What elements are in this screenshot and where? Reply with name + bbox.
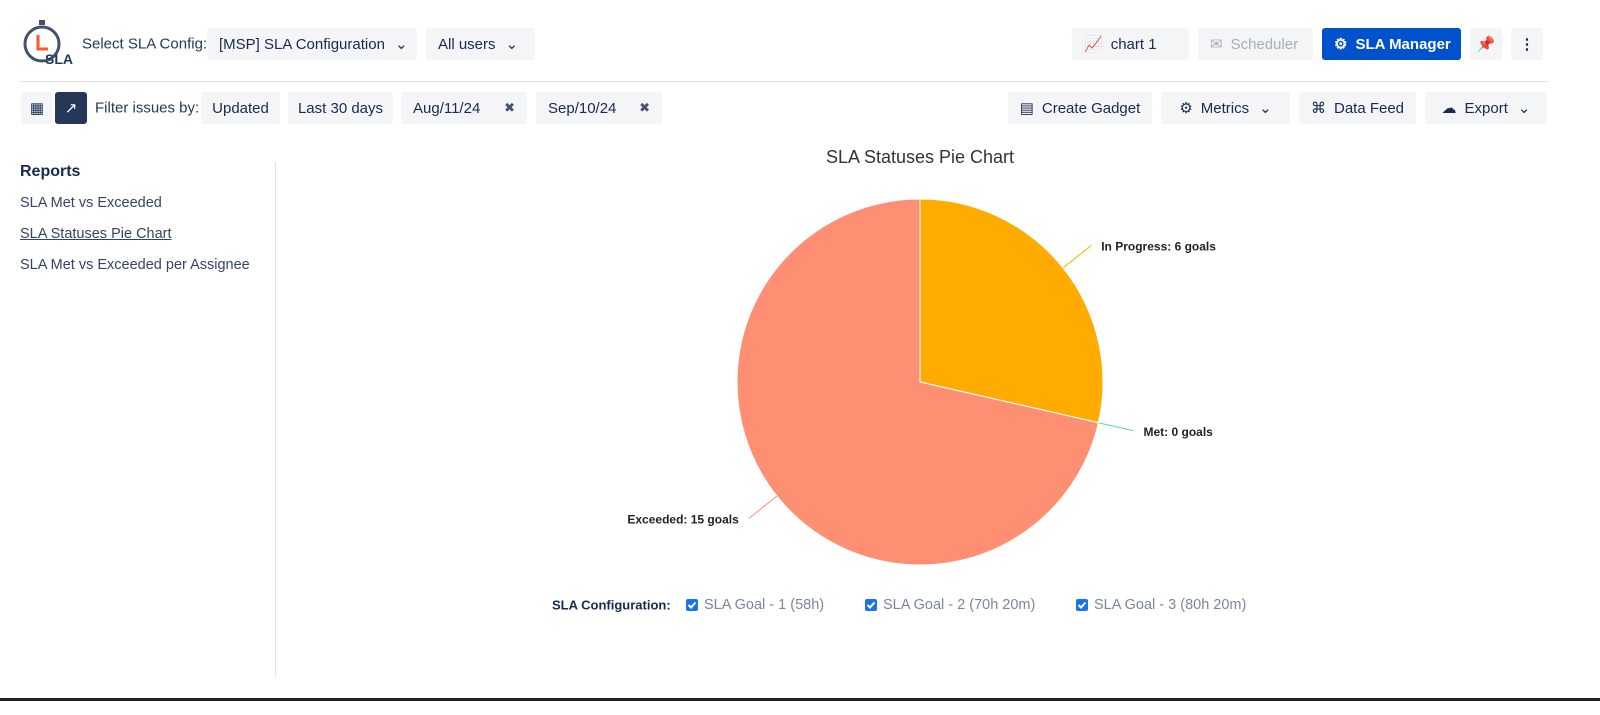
slice-label: Met: 0 goals <box>1144 425 1214 439</box>
users-dropdown[interactable]: All users ⌄ <box>426 28 535 60</box>
action-text: Create Gadget <box>1041 99 1141 117</box>
table-view-button[interactable]: ▦ <box>21 92 53 124</box>
action-icon: ⌘ <box>1310 100 1326 117</box>
chart-view-button[interactable]: ↗ <box>55 92 87 124</box>
filter-button[interactable]: Updated <box>201 92 280 124</box>
sidebar-item[interactable]: SLA Met vs Exceeded <box>20 195 162 211</box>
clear-icon[interactable]: ✖ <box>504 100 515 115</box>
filter-button[interactable]: Sep/10/24 ✖ <box>536 92 662 124</box>
chevron: ⌄ <box>1259 100 1272 117</box>
slice-label: In Progress: 6 goals <box>1101 240 1216 254</box>
chart-title: SLA Statuses Pie Chart <box>826 147 1014 167</box>
legend-checkbox[interactable] <box>865 599 877 611</box>
slice-label: Exceeded: 15 goals <box>627 513 739 527</box>
chevron: ⌄ <box>1517 100 1531 117</box>
leader-line <box>1062 245 1092 269</box>
chart-button-text: chart 1 <box>1110 35 1157 53</box>
filter-text: Sep/10/24 <box>548 99 617 117</box>
scheduler-button[interactable]: ✉ Scheduler <box>1198 28 1313 60</box>
filter-text: Aug/11/24 <box>413 99 481 117</box>
config-dropdown[interactable]: [MSP] SLA Configuration ⌄ <box>207 28 417 60</box>
filter-button[interactable]: Last 30 days <box>288 92 393 124</box>
filter-text: Last 30 days <box>297 99 384 117</box>
sidebar-title: Reports <box>20 163 81 180</box>
sidebar-item[interactable]: SLA Met vs Exceeded per Assignee <box>20 257 250 273</box>
sla-manager-button[interactable]: ⚙ SLA Manager <box>1322 28 1461 60</box>
more-button[interactable]: ⋮ <box>1511 28 1543 60</box>
action-button[interactable]: ⌘ Data Feed <box>1299 92 1416 124</box>
legend-item[interactable]: SLA Goal - 3 (80h 20m) <box>1094 597 1247 613</box>
sla-manager-text: SLA Manager <box>1355 35 1451 53</box>
config-text: [MSP] SLA Configuration <box>219 35 385 53</box>
action-button[interactable]: ☁ Export ⌄ <box>1425 92 1547 124</box>
leader-line <box>1098 422 1134 432</box>
action-icon: ☁ <box>1441 100 1457 117</box>
action-button[interactable]: ▤ Create Gadget <box>1008 92 1152 124</box>
filter-text: Updated <box>212 99 269 117</box>
action-icon: ⚙ <box>1179 100 1193 117</box>
leader-line <box>748 495 778 519</box>
clear-icon[interactable]: ✖ <box>639 100 650 115</box>
scheduler-text: Scheduler <box>1230 35 1299 53</box>
action-text: Export <box>1464 99 1508 117</box>
filter-button[interactable]: Aug/11/24 ✖ <box>401 92 527 124</box>
bottom-border <box>0 698 1600 701</box>
filter-label: Filter issues by: <box>95 99 200 117</box>
select-label: Select SLA Config: <box>82 35 208 53</box>
action-text: Metrics <box>1200 99 1250 117</box>
header-divider <box>20 81 1548 82</box>
logo-text: SLA <box>45 51 73 67</box>
action-icon: ▤ <box>1019 100 1034 117</box>
pie-slice <box>919 198 1104 424</box>
chart-button[interactable]: 📈 chart 1 <box>1072 28 1189 60</box>
legend-label: SLA Configuration: <box>552 597 671 613</box>
users-text: All users <box>438 35 496 53</box>
action-text: Data Feed <box>1333 99 1405 117</box>
logo: SLA <box>23 20 73 67</box>
sidebar-item[interactable]: SLA Statuses Pie Chart <box>20 226 172 242</box>
legend-checkbox[interactable] <box>686 599 698 611</box>
legend-item[interactable]: SLA Goal - 1 (58h) <box>704 597 825 613</box>
legend-item[interactable]: SLA Goal - 2 (70h 20m) <box>883 597 1036 613</box>
pie-slice <box>736 198 1100 566</box>
action-button[interactable]: ⚙ Metrics ⌄ <box>1161 92 1290 124</box>
sidebar-divider <box>275 162 276 677</box>
pin-button[interactable]: 📌 <box>1470 28 1502 60</box>
legend-checkbox[interactable] <box>1076 599 1088 611</box>
